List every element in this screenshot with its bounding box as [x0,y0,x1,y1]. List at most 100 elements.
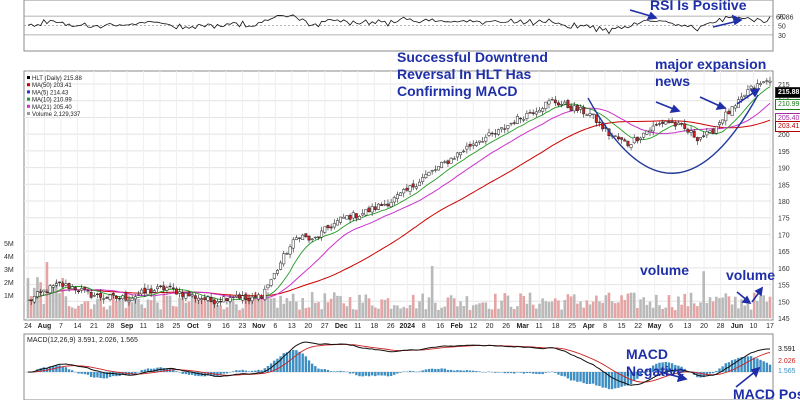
macd-histogram-bar [570,372,572,380]
candle-body [677,123,679,125]
legend-swatch [27,76,30,79]
volume-bar [462,306,465,318]
candle-body [188,293,190,296]
volume-bar [339,296,342,318]
volume-bar [71,307,74,318]
x-tick-label: Dec [335,323,348,330]
macd-histogram-bar [361,372,363,376]
volume-bar [481,303,484,318]
annotation-title-line3: Confirming MACD [397,83,518,99]
volume-bar [84,301,87,318]
candle-body [406,188,408,190]
volume-bar [601,303,604,318]
volume-bar [639,299,642,318]
volume-axis-label: 1M [4,293,14,300]
macd-histogram-bar [718,368,720,372]
macd-histogram-bar [519,372,521,373]
candle-body [343,217,345,218]
volume-bar [469,310,472,318]
volume-bar [674,310,677,318]
candle-body [137,295,139,296]
volume-bar [358,295,361,318]
volume-bar [510,307,513,318]
volume-bar [586,300,589,318]
candle-body [219,301,221,302]
volume-bar [737,308,740,318]
candle-body [96,294,98,295]
candle-body [289,247,291,254]
macd-histogram-bar [529,372,531,373]
candle-body [551,99,553,100]
candle-body [576,105,578,110]
macd-histogram-bar [466,370,468,372]
annotation-expansion-line1: major expansion [655,56,766,72]
candle-body [273,273,275,278]
candle-body [643,133,645,137]
macd-last-label: 3.591 [778,346,796,353]
macd-histogram-bar [766,363,768,372]
candle-body [557,103,559,105]
volume-bar [488,309,491,318]
candle-body [374,207,376,210]
volume-bar [185,303,188,318]
volume-bar [453,298,456,318]
macd-histogram-bar [380,372,382,376]
volume-bar [365,295,368,318]
price-tick-label: 155 [778,283,790,290]
candle-body [699,137,701,139]
volume-bar [554,298,557,318]
candle-body [36,292,38,297]
volume-bar [327,302,330,318]
volume-bar [80,304,83,318]
macd-histogram-bar [576,372,578,382]
volume-bar [709,297,712,318]
volume-bar [494,294,497,318]
candle-body [112,293,114,295]
candle-body [295,238,297,240]
macd-histogram-bar [463,371,465,372]
candle-body [614,136,616,137]
candle-body [567,100,569,107]
macd-histogram-bar [431,369,433,372]
candle-body [109,295,111,300]
volume-bar [166,296,169,318]
candle-body [314,237,316,238]
volume-axis-label: 2M [4,280,14,287]
macd-histogram-bar [308,360,310,372]
x-tick-label: Nov [252,323,265,330]
x-tick-label: 26 [387,323,395,330]
macd-histogram-bar [58,365,60,372]
candle-body [665,121,667,124]
price-tick-label: 180 [778,199,790,206]
macd-histogram-bar [343,371,345,372]
annotation-title-line1: Successful Downtrend [397,49,548,65]
volume-bar [377,309,380,318]
candle-body [384,204,386,205]
volume-bar [387,298,390,318]
candle-body [617,137,619,139]
macd-histogram-bar [541,372,543,374]
macd-histogram-bar [320,369,322,372]
volume-bar [159,309,162,318]
volume-bar [570,296,573,318]
candle-body [286,253,288,254]
volume-bar [390,309,393,318]
volume-bar [646,305,649,318]
x-tick-label: 6 [273,323,277,330]
candle-body [595,115,597,123]
macd-histogram-bar [235,370,237,372]
volume-bar [320,309,323,318]
volume-bar [434,303,437,318]
volume-bar [96,299,99,318]
x-tick-label: 2024 [399,323,415,330]
candle-body [226,298,228,300]
candle-body [750,86,752,88]
volume-bar [728,296,731,318]
macd-histogram-bar [232,371,234,372]
price-tick-label: 170 [778,232,790,239]
volume-bar [649,302,652,318]
candle-body [172,288,174,289]
macd-histogram-bar [62,367,64,372]
x-tick-label: 20 [304,323,312,330]
volume-bar [393,305,396,318]
